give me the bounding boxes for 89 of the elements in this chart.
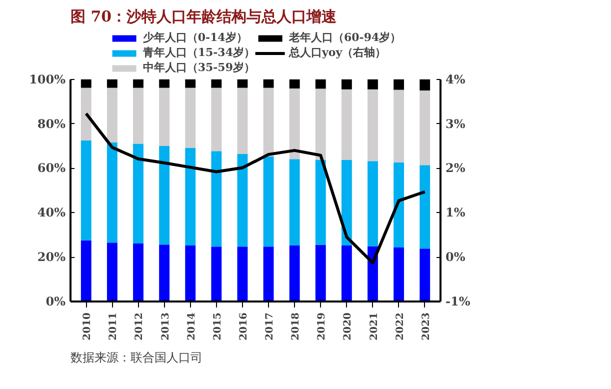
bar (341, 89, 352, 160)
x-tick-label: 2022 (394, 312, 406, 340)
x-tick-label: 2023 (420, 312, 432, 340)
x-tick-label: 2010 (82, 312, 94, 340)
x-tick-label: 2012 (134, 312, 146, 340)
bar (368, 79, 378, 90)
bar (237, 88, 248, 154)
x-tick-label: 2014 (186, 312, 198, 340)
bar (80, 88, 92, 140)
bar (80, 140, 92, 240)
x-tick-label: 2018 (290, 312, 302, 340)
y2-tick-label: -1% (446, 294, 471, 308)
source-note: 数据来源：联合国人口司 (70, 350, 202, 364)
bar (263, 156, 274, 247)
legend-label: 中年人口（35-59岁） (142, 60, 255, 75)
bar (211, 246, 222, 302)
legend-label: 老年人口（60-94岁） (289, 30, 402, 45)
y2-tick-label: 4% (446, 72, 466, 86)
bar (341, 160, 352, 246)
bar (133, 79, 144, 88)
bar (263, 246, 274, 302)
y-tick-label: 0% (46, 294, 66, 308)
y-tick-label: 100% (29, 72, 66, 86)
bar (341, 79, 352, 90)
bar (289, 79, 300, 88)
bar (185, 79, 196, 88)
bar (133, 88, 144, 144)
bar (106, 79, 118, 88)
bar (106, 142, 118, 243)
bar (289, 159, 300, 246)
bar (185, 246, 196, 302)
bar (394, 162, 404, 248)
bar (368, 161, 378, 246)
bar (289, 88, 300, 160)
x-tick-label: 2013 (160, 312, 172, 340)
bar (394, 248, 404, 302)
line-series (84, 112, 426, 264)
legend-label: 少年人口（0-14岁） (142, 30, 248, 45)
bar (80, 240, 92, 302)
chart-title: 图 70：沙特人口年龄结构与总人口增速 (70, 8, 338, 26)
x-tick-label: 2011 (108, 312, 120, 340)
bar (237, 79, 248, 88)
bar (263, 88, 274, 156)
x-tick-label: 2019 (316, 312, 328, 340)
legend-label: 青年人口（15-34岁） (142, 45, 255, 60)
bar (237, 246, 248, 302)
bar (368, 89, 378, 162)
bar (315, 79, 326, 89)
bar (211, 151, 222, 247)
x-tick-label: 2015 (212, 312, 224, 340)
bar (106, 88, 118, 142)
bar (289, 245, 300, 302)
x-tick-label: 2020 (342, 312, 354, 340)
legend-label: 总人口yoy（右轴） (289, 45, 386, 60)
y-tick-label: 60% (37, 161, 66, 176)
bar (133, 144, 144, 244)
y-tick-label: 20% (37, 250, 66, 264)
bar (159, 244, 170, 302)
bar (315, 88, 326, 160)
bar (106, 242, 118, 302)
y2-tick-label: 0% (446, 250, 466, 264)
bar (420, 79, 430, 90)
bar (420, 90, 430, 166)
y2-tick-label: 2% (446, 161, 466, 176)
y-tick-label: 80% (37, 116, 66, 131)
bar (341, 246, 352, 302)
bar (394, 79, 404, 90)
bar (185, 88, 196, 148)
x-tick-label: 2021 (368, 312, 380, 340)
bar (420, 248, 430, 302)
y-tick-label: 40% (37, 206, 66, 220)
x-tick-label: 2016 (238, 312, 250, 340)
bar (159, 79, 170, 88)
bar (237, 154, 248, 247)
bar (133, 244, 144, 302)
bar (263, 79, 274, 88)
bar (185, 148, 196, 246)
bar (420, 165, 430, 249)
bar (159, 88, 170, 146)
bar (315, 244, 326, 302)
y2-tick-label: 1% (446, 206, 466, 220)
bar (211, 79, 222, 88)
bar (80, 79, 92, 88)
y2-tick-label: 3% (446, 116, 466, 131)
x-tick-label: 2017 (264, 312, 276, 340)
bar (394, 90, 404, 162)
bar (211, 88, 222, 152)
bar (315, 160, 326, 245)
bar (159, 146, 170, 245)
